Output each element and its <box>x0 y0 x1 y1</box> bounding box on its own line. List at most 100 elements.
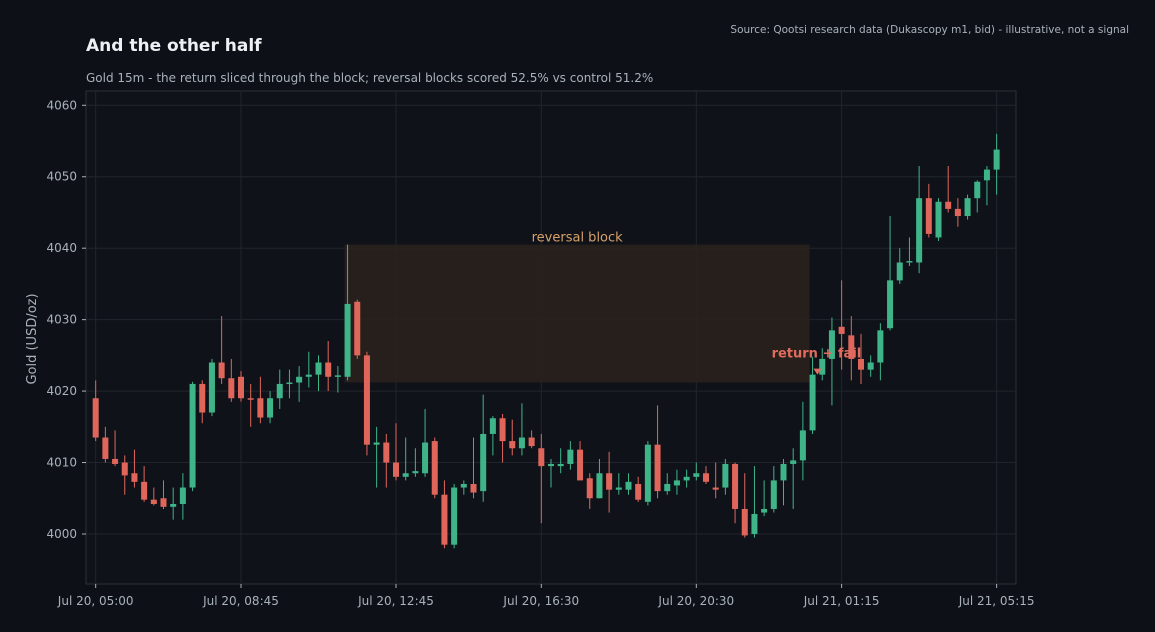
candle <box>916 166 923 274</box>
x-tick-label: Jul 21, 05:15 <box>958 594 1035 608</box>
candle-body <box>945 201 952 209</box>
candle-body <box>441 494 448 545</box>
candle <box>112 430 119 467</box>
candle-body <box>654 444 661 492</box>
candle <box>509 419 516 456</box>
candle <box>518 403 525 456</box>
candle-body <box>150 499 157 504</box>
candle-body <box>460 483 467 488</box>
candle-body <box>121 462 128 476</box>
candle-body <box>257 398 264 418</box>
candle <box>722 458 729 495</box>
candle-body <box>92 398 99 438</box>
candle-body <box>828 330 835 359</box>
candle-body <box>722 463 729 488</box>
candle <box>741 473 748 538</box>
candle-body <box>373 442 380 445</box>
candle <box>848 316 855 381</box>
candle-body <box>732 463 739 509</box>
candle <box>305 351 312 388</box>
x-tick-label: Jul 20, 16:30 <box>502 594 579 608</box>
candle <box>974 180 981 213</box>
annotation-arrow <box>813 368 822 375</box>
candle-body <box>567 449 574 464</box>
x-tick-label: Jul 21, 01:15 <box>803 594 880 608</box>
candle-body <box>179 487 186 504</box>
candle-body <box>596 473 603 499</box>
candle-body <box>102 437 109 459</box>
candle <box>964 194 971 220</box>
candle <box>828 317 835 406</box>
candle-body <box>644 444 651 502</box>
candle <box>489 416 496 456</box>
y-tick-label: 4060 <box>46 98 77 112</box>
candle-body <box>906 261 913 263</box>
candle <box>160 480 167 509</box>
annotation-label: return + fail <box>772 347 862 362</box>
candle-body <box>354 301 361 356</box>
candle <box>237 371 245 402</box>
candle-body <box>334 375 341 377</box>
candle <box>392 423 400 481</box>
candle-body <box>363 355 370 445</box>
candle-body <box>954 208 961 217</box>
candle-body <box>480 433 487 492</box>
candle <box>654 405 661 499</box>
x-tick-label: Jul 20, 12:45 <box>357 594 434 608</box>
candle-body <box>218 362 225 379</box>
candle-body <box>247 398 254 400</box>
return-fail-annotation: return + fail <box>772 347 862 375</box>
candle <box>247 383 254 427</box>
candle-body <box>199 383 206 413</box>
y-axis-label: Gold (USD/oz) <box>25 293 40 384</box>
y-tick-label: 4040 <box>46 241 77 255</box>
candle <box>606 451 613 513</box>
candle <box>286 369 293 399</box>
candle-body <box>208 362 215 413</box>
candle <box>857 333 865 384</box>
candle-body <box>867 362 874 370</box>
y-tick-label: 4000 <box>46 527 77 541</box>
candle-body <box>170 503 177 507</box>
candle <box>499 413 506 463</box>
x-tick-label: Jul 20, 05:00 <box>57 594 134 608</box>
candle-body <box>983 169 990 181</box>
candle <box>896 248 903 284</box>
y-tick-label: 4050 <box>46 170 77 184</box>
candle-body <box>916 198 923 263</box>
candle <box>809 356 816 434</box>
candle-body <box>286 382 293 385</box>
candle <box>867 355 874 377</box>
candle-body <box>974 181 981 199</box>
candle <box>121 455 128 495</box>
candle <box>276 369 283 409</box>
candle-body <box>470 483 477 493</box>
candle-body <box>664 483 671 492</box>
y-tick-label: 4010 <box>46 456 77 470</box>
candle-body <box>799 430 806 461</box>
candle-body <box>615 487 622 490</box>
candle <box>838 280 845 370</box>
candle <box>460 480 467 495</box>
candle-body <box>112 458 119 464</box>
candle <box>906 237 913 267</box>
candle <box>267 391 274 424</box>
candle <box>344 244 351 381</box>
candle-body <box>412 471 419 474</box>
candle-body <box>925 198 932 234</box>
x-axis-ticks: Jul 20, 05:00 Jul 20, 08:45 Jul 20, 12:45 J… <box>57 584 1035 608</box>
candle-body <box>586 478 593 499</box>
candle <box>325 341 332 392</box>
candle-body <box>683 476 690 481</box>
candle-body <box>344 303 351 377</box>
candle <box>761 480 768 517</box>
candle <box>538 433 545 524</box>
candle <box>683 469 690 488</box>
candle-body <box>547 463 555 467</box>
candle <box>102 426 109 463</box>
candle <box>625 473 632 495</box>
candle <box>954 198 961 227</box>
reversal-block: reversal block <box>344 231 810 383</box>
chart-subtitle: Gold 15m - the return sliced through the… <box>86 71 653 85</box>
